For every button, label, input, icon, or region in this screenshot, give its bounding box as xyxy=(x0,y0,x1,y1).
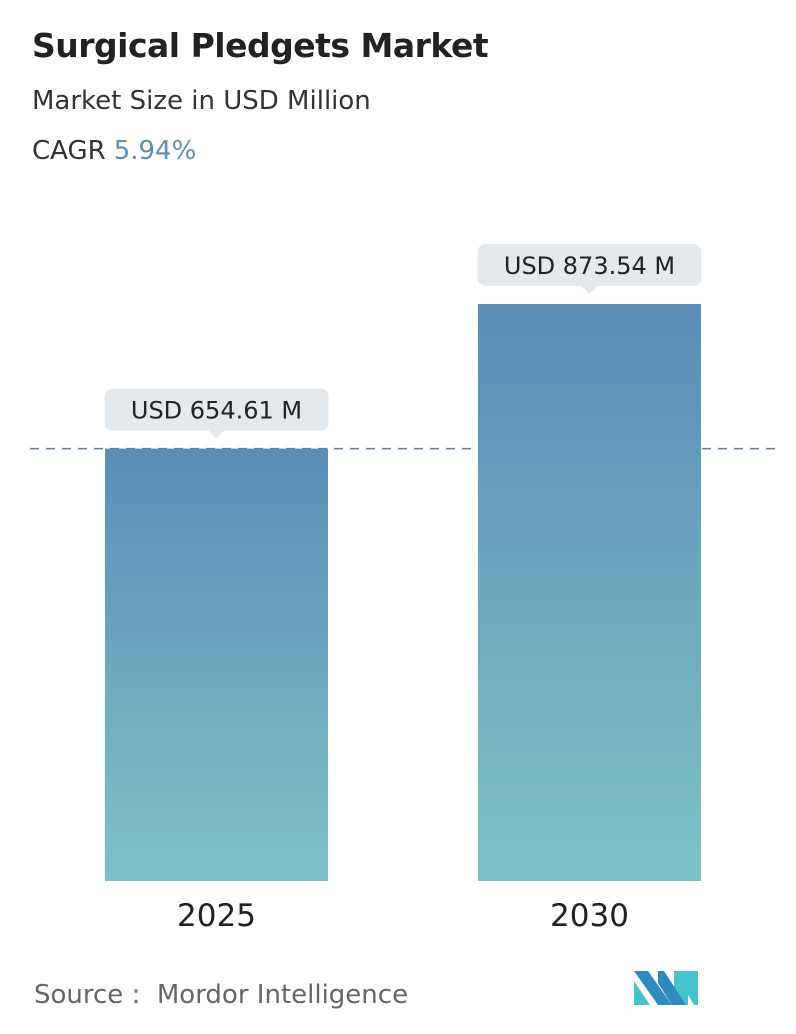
cagr-label: CAGR xyxy=(32,136,106,166)
source-text: Source : Mordor Intelligence xyxy=(34,980,408,1010)
x-tick-label: 2030 xyxy=(550,898,629,934)
cagr: CAGR 5.94% xyxy=(32,136,196,166)
x-tick-label: 2025 xyxy=(177,898,256,934)
chart-subtitle: Market Size in USD Million xyxy=(32,86,371,116)
source-label: Source : xyxy=(34,980,141,1010)
cagr-value: 5.94% xyxy=(113,136,197,166)
data-label: USD 654.61 M xyxy=(131,397,302,425)
bar-2030 xyxy=(478,304,701,881)
data-label-bubble xyxy=(477,244,702,286)
source-value: Mordor Intelligence xyxy=(156,980,409,1010)
data-label-pointer xyxy=(581,286,598,294)
bar-2025 xyxy=(105,448,328,881)
mordor-logo xyxy=(634,971,698,1005)
data-label-bubble xyxy=(104,388,329,431)
chart-title: Surgical Pledgets Market xyxy=(32,26,489,65)
data-label-pointer xyxy=(208,430,225,439)
data-label: USD 873.54 M xyxy=(504,252,675,280)
